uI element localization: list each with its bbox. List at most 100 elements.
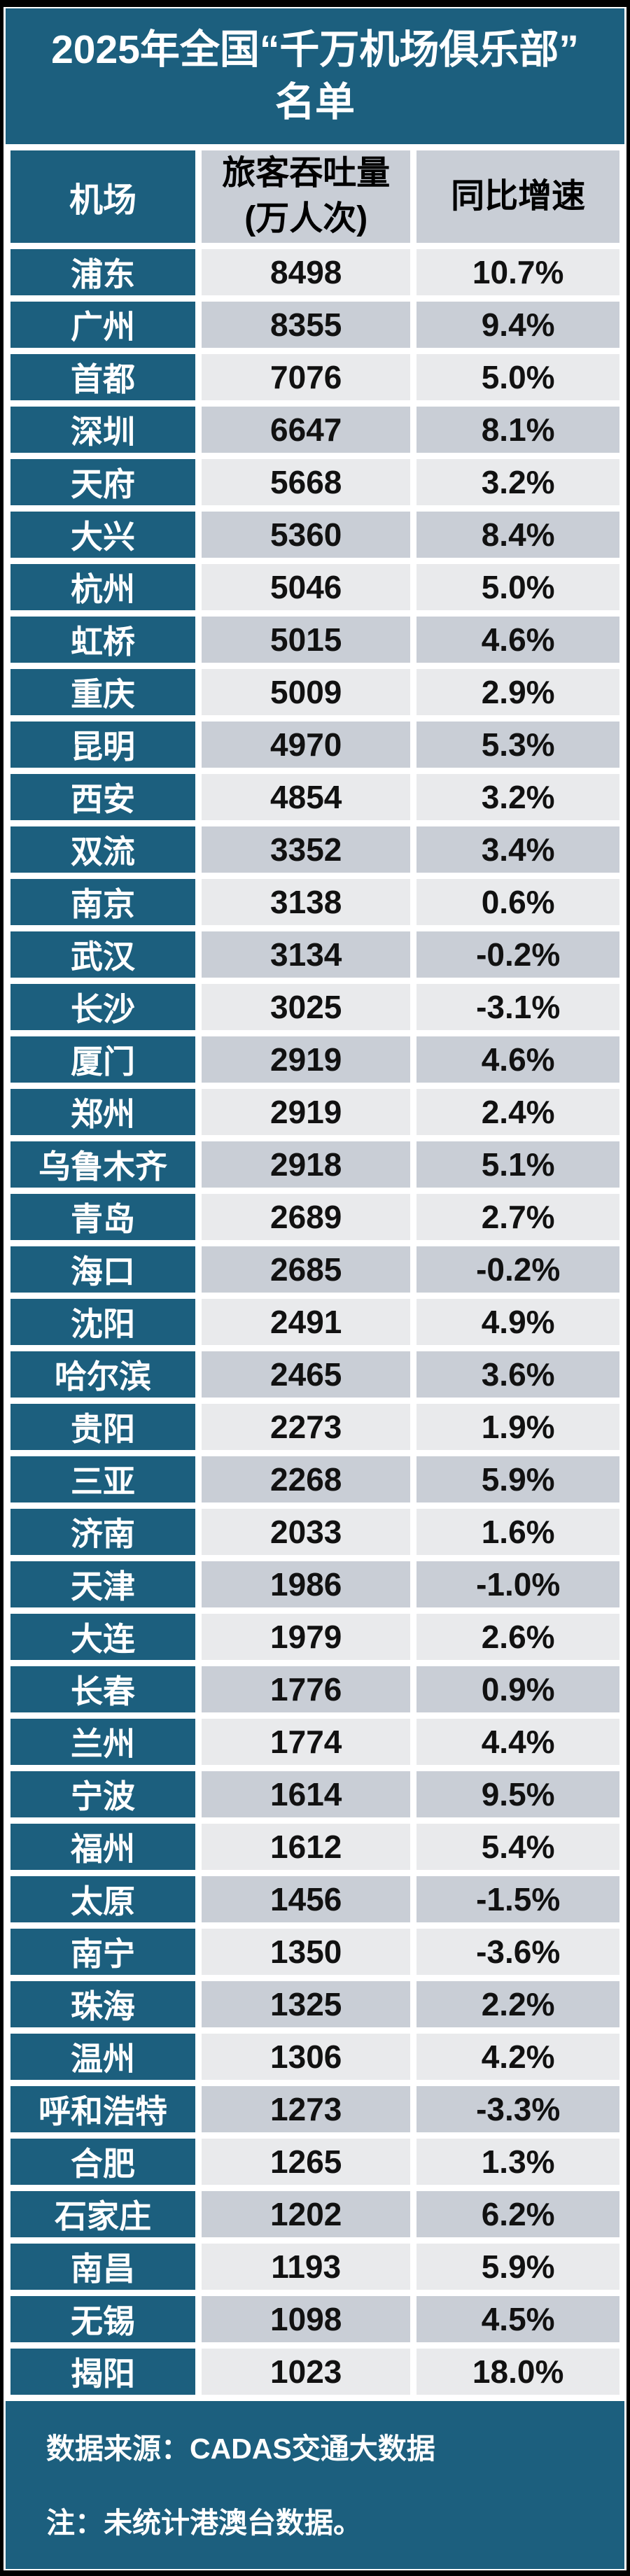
throughput-value-cell: 2918 bbox=[202, 1141, 411, 1188]
footer-note: 数据来源：CADAS交通大数据 注：未统计港澳台数据。 bbox=[6, 2401, 624, 2570]
throughput-value-cell: 1979 bbox=[202, 1614, 411, 1661]
throughput-value-cell: 5668 bbox=[202, 459, 411, 506]
column-header-airport: 机场 bbox=[10, 150, 196, 244]
growth-value-cell: 3.2% bbox=[416, 459, 620, 506]
throughput-value-cell: 2033 bbox=[202, 1509, 411, 1556]
table-row: 重庆 5009 2.9% bbox=[10, 669, 620, 716]
airport-name-cell: 温州 bbox=[10, 2034, 196, 2081]
table-row: 大连 1979 2.6% bbox=[10, 1614, 620, 1661]
table-row: 南京 3138 0.6% bbox=[10, 879, 620, 926]
airport-name-cell: 南宁 bbox=[10, 1929, 196, 1976]
airport-name-cell: 天府 bbox=[10, 459, 196, 506]
table-row: 太原 1456 -1.5% bbox=[10, 1876, 620, 1923]
growth-value-cell: 1.9% bbox=[416, 1404, 620, 1451]
throughput-value-cell: 1614 bbox=[202, 1771, 411, 1818]
throughput-value-cell: 3134 bbox=[202, 931, 411, 978]
airport-name-cell: 南昌 bbox=[10, 2244, 196, 2290]
airport-name-cell: 揭阳 bbox=[10, 2349, 196, 2395]
table-row: 浦东 8498 10.7% bbox=[10, 249, 620, 296]
throughput-value-cell: 6647 bbox=[202, 407, 411, 453]
airport-name-cell: 重庆 bbox=[10, 669, 196, 716]
growth-value-cell: 4.4% bbox=[416, 1719, 620, 1766]
airport-name-cell: 无锡 bbox=[10, 2296, 196, 2343]
airport-name-cell: 长春 bbox=[10, 1666, 196, 1713]
table-row: 青岛 2689 2.7% bbox=[10, 1194, 620, 1241]
airport-name-cell: 呼和浩特 bbox=[10, 2086, 196, 2133]
table-row: 宁波 1614 9.5% bbox=[10, 1771, 620, 1818]
airport-name-cell: 青岛 bbox=[10, 1194, 196, 1241]
airport-name-cell: 深圳 bbox=[10, 407, 196, 453]
growth-value-cell: 3.4% bbox=[416, 826, 620, 873]
throughput-value-cell: 2685 bbox=[202, 1246, 411, 1293]
table-row: 深圳 6647 8.1% bbox=[10, 407, 620, 453]
growth-value-cell: 8.4% bbox=[416, 512, 620, 558]
airport-name-cell: 西安 bbox=[10, 774, 196, 821]
growth-value-cell: 0.9% bbox=[416, 1666, 620, 1713]
table-row: 长沙 3025 -3.1% bbox=[10, 984, 620, 1031]
throughput-value-cell: 1306 bbox=[202, 2034, 411, 2081]
airport-name-cell: 福州 bbox=[10, 1824, 196, 1871]
growth-value-cell: 5.0% bbox=[416, 564, 620, 611]
throughput-value-cell: 1774 bbox=[202, 1719, 411, 1766]
throughput-value-cell: 1986 bbox=[202, 1561, 411, 1608]
page-title: 2025年全国“千万机场俱乐部”名单 bbox=[6, 8, 624, 145]
airport-name-cell: 太原 bbox=[10, 1876, 196, 1923]
growth-value-cell: 5.9% bbox=[416, 2244, 620, 2290]
table-row: 石家庄 1202 6.2% bbox=[10, 2191, 620, 2238]
throughput-value-cell: 1023 bbox=[202, 2349, 411, 2395]
throughput-value-cell: 2465 bbox=[202, 1351, 411, 1398]
airport-name-cell: 宁波 bbox=[10, 1771, 196, 1818]
growth-value-cell: -3.3% bbox=[416, 2086, 620, 2133]
table-row: 天津 1986 -1.0% bbox=[10, 1561, 620, 1608]
growth-value-cell: -0.2% bbox=[416, 931, 620, 978]
growth-value-cell: 2.6% bbox=[416, 1614, 620, 1661]
growth-value-cell: 5.4% bbox=[416, 1824, 620, 1871]
airport-name-cell: 昆明 bbox=[10, 722, 196, 768]
airport-name-cell: 大兴 bbox=[10, 512, 196, 558]
airport-name-cell: 天津 bbox=[10, 1561, 196, 1608]
table-row: 无锡 1098 4.5% bbox=[10, 2296, 620, 2343]
table-row: 三亚 2268 5.9% bbox=[10, 1456, 620, 1503]
growth-value-cell: 5.1% bbox=[416, 1141, 620, 1188]
table-row: 天府 5668 3.2% bbox=[10, 459, 620, 506]
throughput-value-cell: 3025 bbox=[202, 984, 411, 1031]
throughput-value-cell: 5360 bbox=[202, 512, 411, 558]
airport-name-cell: 贵阳 bbox=[10, 1404, 196, 1451]
growth-value-cell: 0.6% bbox=[416, 879, 620, 926]
growth-value-cell: 4.6% bbox=[416, 1036, 620, 1083]
airport-name-cell: 浦东 bbox=[10, 249, 196, 296]
growth-value-cell: 4.5% bbox=[416, 2296, 620, 2343]
table-row: 海口 2685 -0.2% bbox=[10, 1246, 620, 1293]
growth-value-cell: 2.9% bbox=[416, 669, 620, 716]
throughput-value-cell: 5015 bbox=[202, 617, 411, 663]
airport-name-cell: 石家庄 bbox=[10, 2191, 196, 2238]
airport-name-cell: 济南 bbox=[10, 1509, 196, 1556]
throughput-value-cell: 1265 bbox=[202, 2139, 411, 2186]
growth-value-cell: 5.3% bbox=[416, 722, 620, 768]
growth-value-cell: 8.1% bbox=[416, 407, 620, 453]
header-row: 机场 旅客吞吐量 (万人次) 同比增速 bbox=[10, 150, 620, 244]
throughput-value-cell: 1776 bbox=[202, 1666, 411, 1713]
airport-name-cell: 珠海 bbox=[10, 1981, 196, 2028]
throughput-value-cell: 1273 bbox=[202, 2086, 411, 2133]
table-row: 昆明 4970 5.3% bbox=[10, 722, 620, 768]
throughput-value-cell: 3352 bbox=[202, 826, 411, 873]
throughput-value-cell: 2919 bbox=[202, 1089, 411, 1136]
growth-value-cell: 1.3% bbox=[416, 2139, 620, 2186]
growth-value-cell: 18.0% bbox=[416, 2349, 620, 2395]
growth-value-cell: -1.0% bbox=[416, 1561, 620, 1608]
airport-name-cell: 厦门 bbox=[10, 1036, 196, 1083]
table-row: 大兴 5360 8.4% bbox=[10, 512, 620, 558]
table-row: 广州 8355 9.4% bbox=[10, 302, 620, 349]
growth-value-cell: 5.9% bbox=[416, 1456, 620, 1503]
airport-name-cell: 兰州 bbox=[10, 1719, 196, 1766]
table-row: 虹桥 5015 4.6% bbox=[10, 617, 620, 663]
coverage-note: 注：未统计港澳台数据。 bbox=[46, 2507, 362, 2540]
throughput-value-cell: 1202 bbox=[202, 2191, 411, 2238]
growth-value-cell: -0.2% bbox=[416, 1246, 620, 1293]
throughput-value-cell: 7076 bbox=[202, 354, 411, 401]
throughput-value-cell: 1456 bbox=[202, 1876, 411, 1923]
table-row: 长春 1776 0.9% bbox=[10, 1666, 620, 1713]
growth-value-cell: 3.2% bbox=[416, 774, 620, 821]
table-row: 首都 7076 5.0% bbox=[10, 354, 620, 401]
